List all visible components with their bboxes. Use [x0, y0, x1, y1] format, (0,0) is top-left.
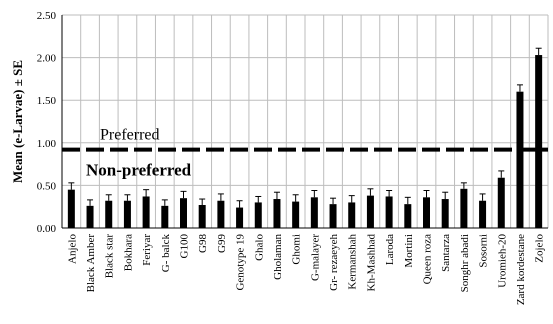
- bar: [67, 189, 75, 228]
- x-tick-label: Kermanshah: [347, 234, 359, 290]
- gridlines: [61, 14, 549, 229]
- x-tick-label: G- balck: [160, 234, 172, 273]
- x-tick-label: Gr- rezaeyeh: [328, 234, 340, 291]
- y-tick-label: 0.50: [37, 180, 57, 192]
- error-bars: [68, 47, 542, 208]
- bar: [423, 197, 430, 228]
- bar: [441, 199, 449, 228]
- x-tick-label: Feriyar: [141, 234, 153, 266]
- x-tick-label: Gholaman: [272, 234, 284, 280]
- x-tick-label: G99: [216, 234, 228, 253]
- bar: [180, 198, 187, 228]
- x-tick-label: Sosorni: [478, 234, 490, 268]
- x-tick-label: Santarza: [440, 234, 452, 272]
- bar: [366, 195, 374, 228]
- bar: [497, 177, 505, 228]
- bar: [460, 188, 468, 228]
- bar: [105, 200, 113, 228]
- x-tick-label: Uromieh-20: [496, 234, 508, 288]
- x-tick-label: Bokhara: [122, 234, 134, 271]
- x-tick-label: G98: [197, 234, 209, 253]
- x-tick-label: Genotype 19: [235, 234, 247, 291]
- x-tick-label: Mortini: [403, 234, 415, 268]
- bar: [479, 200, 487, 228]
- x-tick-label: Ghalo: [253, 234, 265, 261]
- x-tick-label: Ghomi: [291, 234, 303, 265]
- x-tick-label: Laroda: [384, 234, 396, 265]
- bar: [273, 199, 281, 228]
- bar: [142, 196, 150, 228]
- y-tick-label: 2.50: [37, 10, 57, 22]
- bar: [404, 204, 412, 228]
- bar: [329, 204, 337, 228]
- bars: [67, 55, 543, 229]
- bar: [236, 207, 244, 228]
- x-tick-label: Black star: [104, 234, 116, 279]
- preferred-label: Preferred: [100, 127, 160, 144]
- bar: [254, 202, 262, 228]
- x-tick-label: Zojelo: [534, 234, 546, 263]
- y-tick-label: 2.00: [37, 53, 57, 65]
- bar: [86, 205, 94, 228]
- bar: [535, 55, 543, 228]
- bar: [348, 202, 356, 228]
- x-tick-label: Black Amber: [85, 234, 97, 293]
- bar: [310, 197, 318, 228]
- bar: [198, 204, 206, 228]
- y-tick-label: 1.50: [37, 95, 57, 107]
- x-tick-label: Songhr abadi: [459, 234, 471, 292]
- y-tick-label: 0.00: [37, 223, 57, 235]
- bar: [217, 200, 225, 228]
- x-tick-label: G-malayer: [309, 234, 321, 281]
- bar: [161, 205, 169, 228]
- bar: [516, 91, 524, 229]
- y-tick-labels: 0.00 0.50 1.00 1.50 2.00 2.50: [37, 10, 57, 235]
- non-preferred-label: Non-preferred: [86, 161, 192, 180]
- bar: [292, 201, 300, 228]
- x-tick-labels: Anjelo Black Amber Black star Bokhara Feriya…: [66, 234, 545, 306]
- bar: [385, 196, 393, 228]
- x-tick-label: Anjelo: [66, 234, 78, 264]
- bar: [123, 200, 131, 228]
- x-tick-label: Queen roza: [422, 234, 434, 285]
- y-tick-label: 1.00: [37, 138, 57, 150]
- x-tick-label: Zard kordestane: [515, 234, 527, 305]
- x-tick-label: G100: [179, 234, 191, 259]
- x-tick-label: Kh-Mashhad: [365, 234, 377, 292]
- y-axis-label: Mean (e-Larvae) ± SE: [10, 60, 25, 183]
